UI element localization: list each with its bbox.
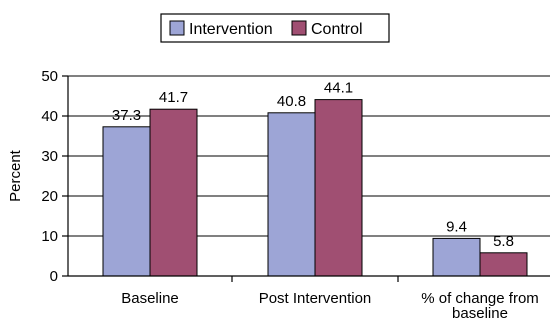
legend-label-intervention: Intervention (189, 21, 273, 38)
y-axis-ticks: 0 10 20 30 40 50 (41, 68, 68, 285)
bars (102, 99, 528, 277)
axes (67, 76, 550, 282)
y-tick-label: 40 (41, 108, 58, 125)
bar-control-2 (479, 252, 528, 277)
x-axis-categories: Baseline Post Intervention % of change fro… (121, 290, 539, 322)
data-label: 5.8 (493, 233, 514, 250)
bar-intervention-2 (432, 237, 481, 277)
y-axis-label: Percent (7, 149, 24, 202)
x-category-label: Post Intervention (259, 290, 372, 307)
legend-label-control: Control (311, 21, 363, 38)
legend-swatch-intervention (169, 20, 185, 36)
bar-control-0 (149, 108, 198, 277)
y-tick-label: 50 (41, 68, 58, 85)
y-tick-label: 10 (41, 228, 58, 245)
bar-intervention-0 (102, 126, 151, 277)
legend-swatch-control (291, 20, 307, 36)
data-label: 40.8 (277, 93, 306, 110)
bar-intervention-1 (267, 112, 316, 277)
data-label: 37.3 (112, 107, 141, 124)
data-label: 41.7 (159, 89, 188, 106)
data-label: 9.4 (446, 218, 467, 235)
x-category-label: % of change from (421, 290, 539, 307)
x-category-label: Baseline (121, 290, 179, 307)
data-label: 44.1 (324, 80, 353, 97)
bar-control-1 (314, 99, 363, 277)
y-tick-label: 0 (50, 268, 58, 285)
x-category-label: baseline (452, 305, 508, 322)
legend: Intervention Control (160, 13, 390, 43)
y-tick-label: 20 (41, 188, 58, 205)
legend-frame (160, 13, 390, 43)
y-tick-label: 30 (41, 148, 58, 165)
data-labels: 37.3 40.8 9.4 41.7 44.1 5.8 (112, 80, 514, 250)
